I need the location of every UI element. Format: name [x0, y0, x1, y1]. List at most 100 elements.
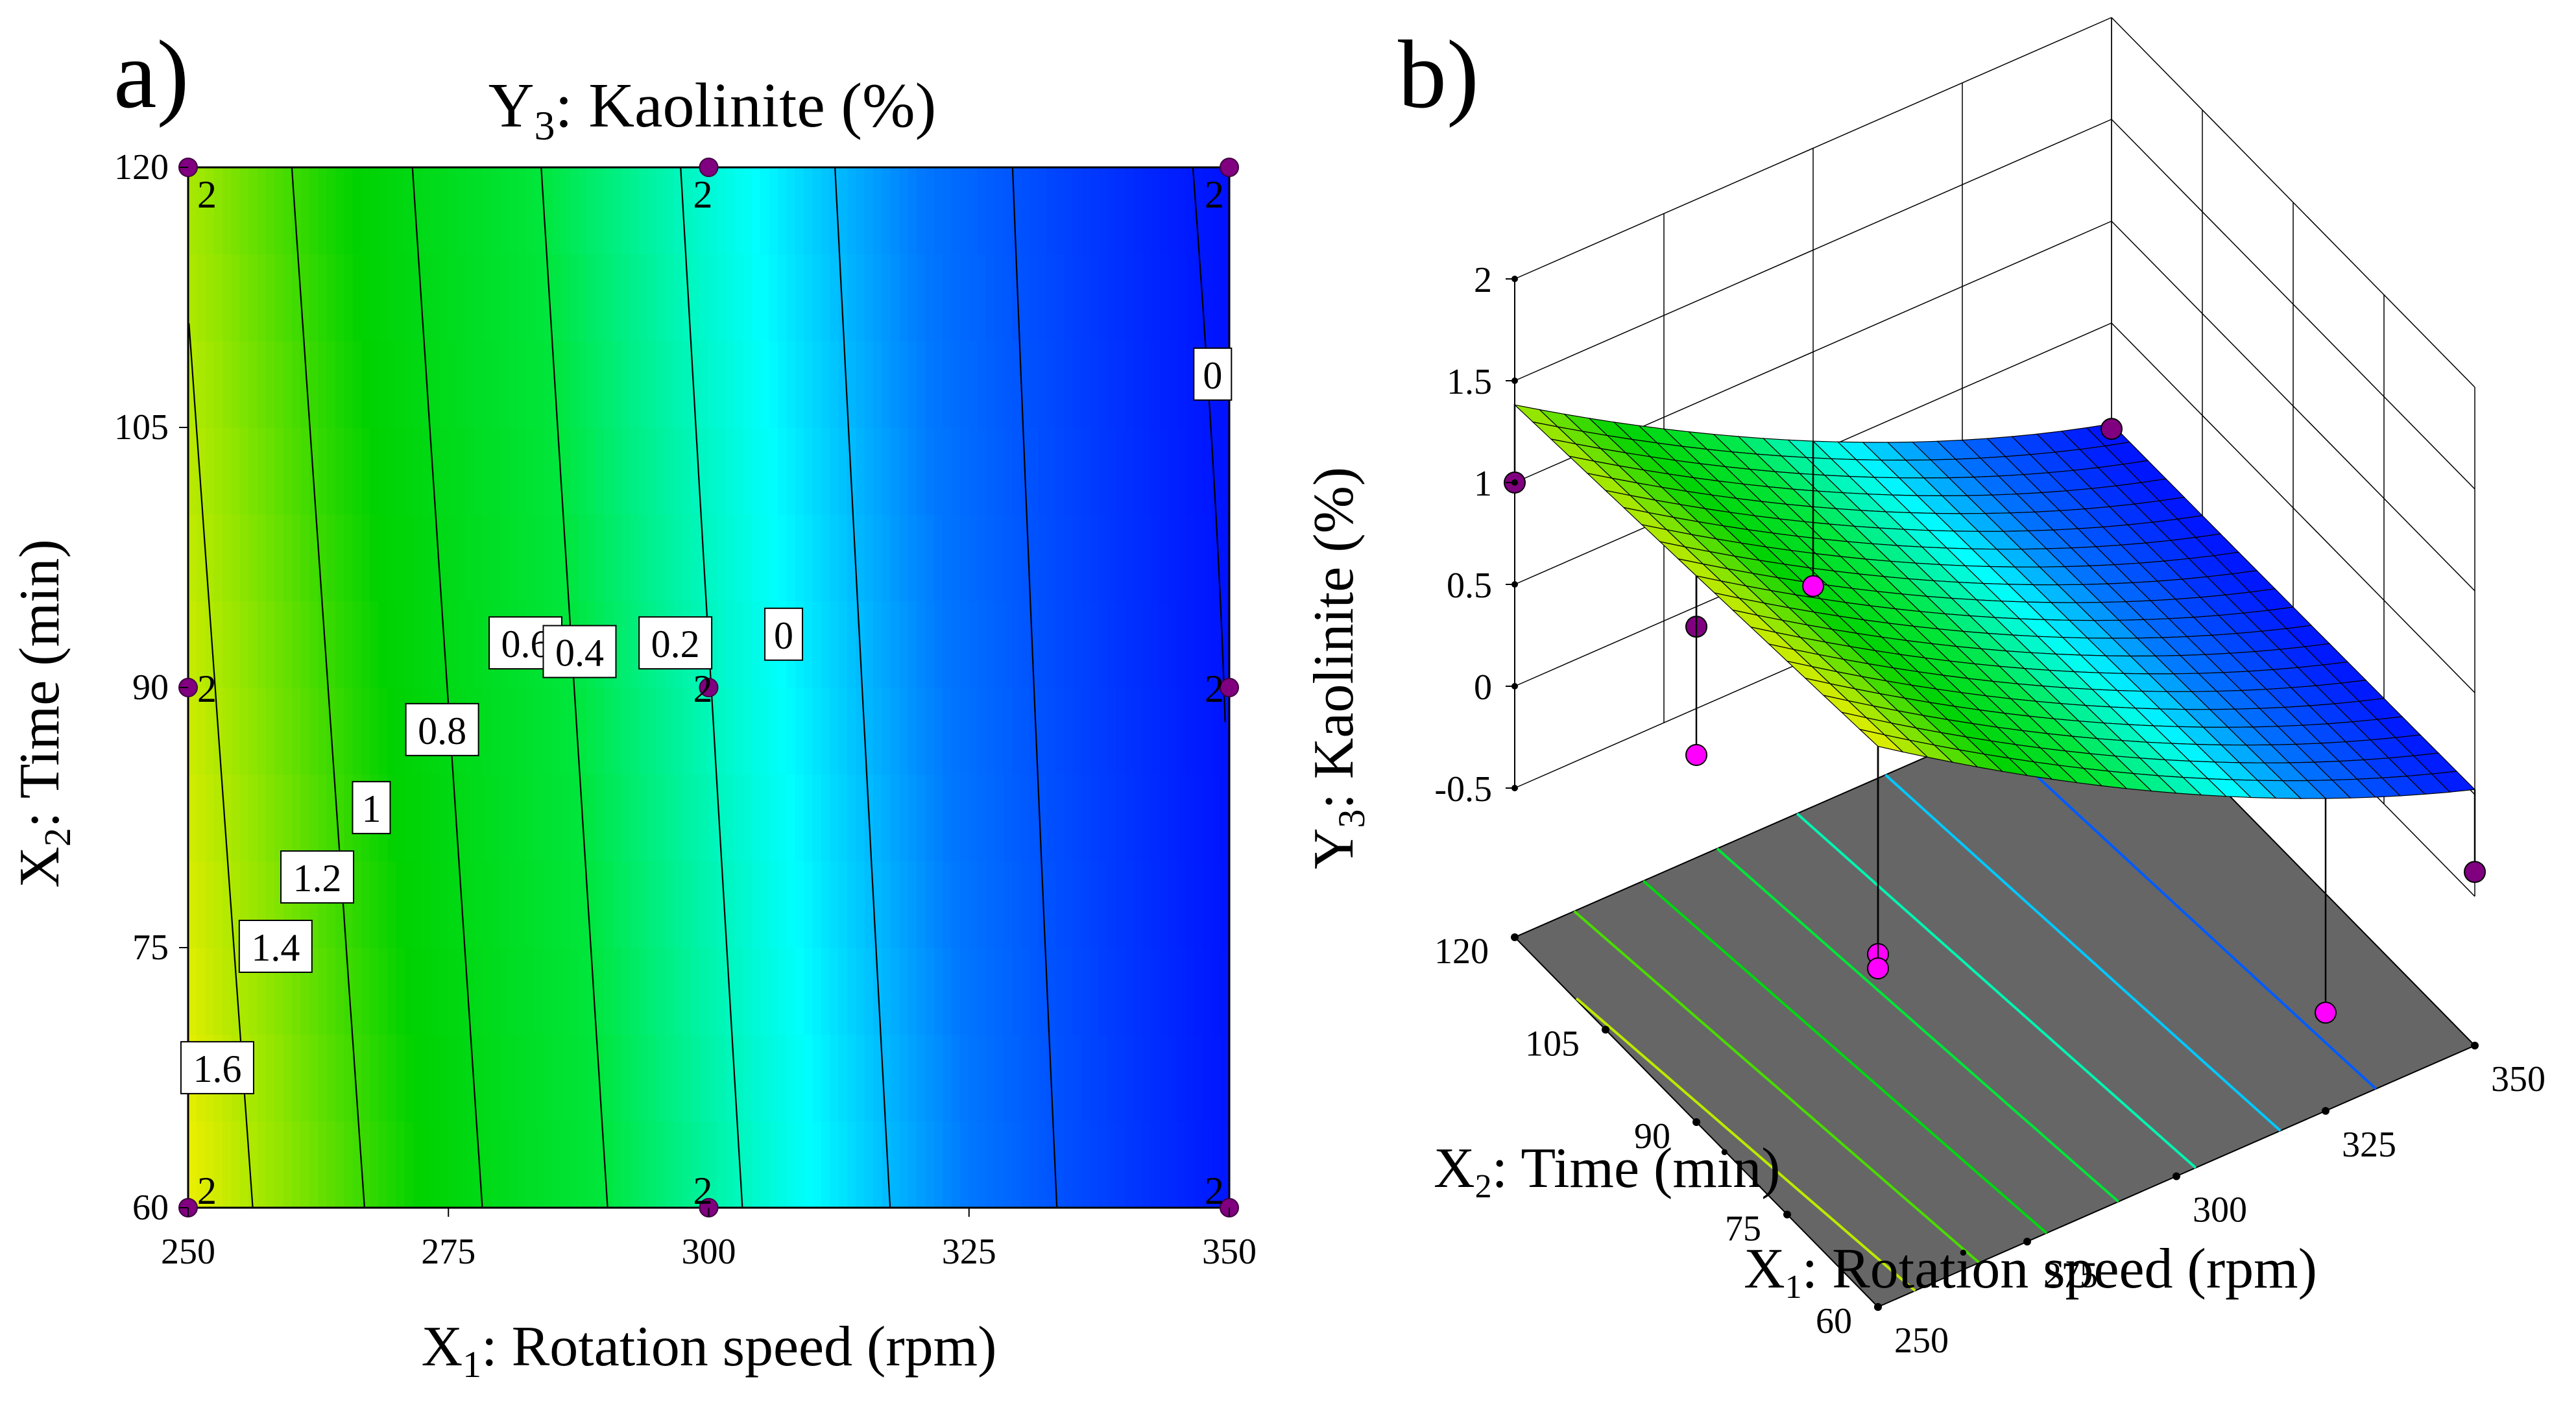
- contour-fill-cell: [804, 687, 813, 775]
- contour-fill-cell: [570, 340, 579, 428]
- contour-fill-cell: [1029, 427, 1039, 515]
- contour-fill-cell: [213, 774, 224, 862]
- contour-fill-cell: [751, 774, 762, 862]
- contour-fill-cell: [821, 774, 831, 862]
- contour-fill-cell: [517, 254, 527, 342]
- contour-fill-cell: [1072, 687, 1083, 775]
- contour-fill-cell: [509, 254, 518, 342]
- contour-fill-cell: [378, 1120, 389, 1208]
- contour-fill-cell: [665, 427, 675, 515]
- contour-fill-cell: [951, 1034, 961, 1122]
- contour-fill-cell: [509, 774, 518, 862]
- contour-fill-cell: [431, 167, 440, 255]
- contour-fill-cell: [977, 1034, 987, 1122]
- contour-fill-cell: [326, 167, 337, 255]
- contour-fill-cell: [413, 947, 423, 1035]
- contour-fill-cell: [943, 687, 952, 775]
- contour-fill-cell: [1151, 254, 1161, 342]
- contour-fill-cell: [396, 860, 406, 948]
- contour-fill-cell: [1168, 514, 1178, 602]
- contour-fill-cell: [231, 774, 241, 862]
- contour-fill-cell: [621, 687, 631, 775]
- contour-fill-cell: [656, 167, 666, 255]
- contour-fill-cell: [526, 947, 536, 1035]
- contour-fill-cell: [552, 167, 562, 255]
- contour-fill-cell: [959, 427, 970, 515]
- contour-fill-cell: [882, 947, 892, 1035]
- contour-fill-cell: [292, 774, 302, 862]
- contour-fill-cell: [899, 340, 909, 428]
- contour-fill-cell: [1177, 514, 1186, 602]
- contour-fill-cell: [535, 860, 545, 948]
- contour-fill-cell: [352, 1034, 363, 1122]
- contour-fill-cell: [560, 1034, 571, 1122]
- contour-fill-cell: [786, 254, 796, 342]
- contour-fill-cell: [1125, 1034, 1135, 1122]
- contour-fill-cell: [682, 774, 692, 862]
- contour-fill-cell: [1012, 1120, 1022, 1208]
- surface-design-point: [1685, 744, 1707, 767]
- contour-fill-cell: [578, 947, 588, 1035]
- contour-fill-cell: [725, 514, 736, 602]
- contour-fill-cell: [1116, 1034, 1126, 1122]
- contour-fill-cell: [908, 427, 918, 515]
- panel-a-x-axis-title: X1: Rotation speed (rpm): [422, 1315, 997, 1385]
- contour-fill-cell: [621, 514, 631, 602]
- contour-fill-cell: [969, 254, 978, 342]
- contour-fill-cell: [890, 774, 900, 862]
- contour-fill-cell: [743, 514, 753, 602]
- contour-fill-cell: [882, 427, 892, 515]
- contour-fill-cell: [943, 947, 952, 1035]
- contour-fill-cell: [612, 687, 623, 775]
- replicate-count: 2: [197, 667, 217, 710]
- contour-fill-cell: [396, 340, 406, 428]
- contour-fill-cell: [1020, 687, 1031, 775]
- contour-fill-cell: [1142, 514, 1152, 602]
- contour-fill-cell: [691, 687, 701, 775]
- contour-fill-cell: [630, 600, 640, 688]
- contour-fill-cell: [1220, 254, 1230, 342]
- contour-fill-cell: [1185, 860, 1196, 948]
- contour-fill-cell: [933, 1034, 944, 1122]
- contour-fill-cell: [387, 600, 397, 688]
- contour-fill-cell: [856, 254, 865, 342]
- y-tick-label: 105: [114, 407, 169, 448]
- contour-fill-cell: [552, 340, 562, 428]
- contour-fill-cell: [656, 1120, 666, 1208]
- contour-fill-cell: [977, 1120, 987, 1208]
- contour-fill-cell: [283, 1120, 293, 1208]
- contour-fill-cell: [1012, 514, 1022, 602]
- contour-fill-cell: [699, 427, 710, 515]
- contour-fill-cell: [917, 1034, 926, 1122]
- contour-fill-cell: [708, 860, 718, 948]
- contour-fill-cell: [743, 600, 753, 688]
- contour-fill-cell: [422, 514, 432, 602]
- contour-fill-cell: [1133, 167, 1143, 255]
- contour-fill-cell: [908, 860, 918, 948]
- contour-fill-cell: [994, 254, 1004, 342]
- contour-fill-cell: [899, 1120, 909, 1208]
- contour-fill-cell: [535, 947, 545, 1035]
- contour-fill-cell: [847, 600, 857, 688]
- contour-fill-cell: [1020, 774, 1031, 862]
- contour-fill-cell: [708, 947, 718, 1035]
- contour-fill-cell: [1003, 860, 1013, 948]
- contour-fill-cell: [1090, 514, 1100, 602]
- contour-fill-cell: [1090, 774, 1100, 862]
- contour-fill-cell: [387, 514, 397, 602]
- contour-fill-cell: [1168, 774, 1178, 862]
- contour-fill-cell: [1081, 860, 1091, 948]
- contour-fill-cell: [1064, 774, 1074, 862]
- contour-fill-cell: [1185, 947, 1196, 1035]
- contour-fill-cell: [812, 254, 823, 342]
- floor-contour-line: [1796, 812, 2197, 1169]
- contour-fill-cell: [448, 427, 458, 515]
- contour-fill-cell: [1072, 860, 1083, 948]
- y-tick-label: 75: [132, 928, 169, 968]
- contour-fill-cell: [352, 167, 363, 255]
- contour-fill-cell: [1055, 1120, 1065, 1208]
- contour-fill-cell: [1072, 1034, 1083, 1122]
- contour-fill-cell: [717, 600, 727, 688]
- contour-fill-cell: [1003, 1120, 1013, 1208]
- contour-fill-cell: [318, 1034, 328, 1122]
